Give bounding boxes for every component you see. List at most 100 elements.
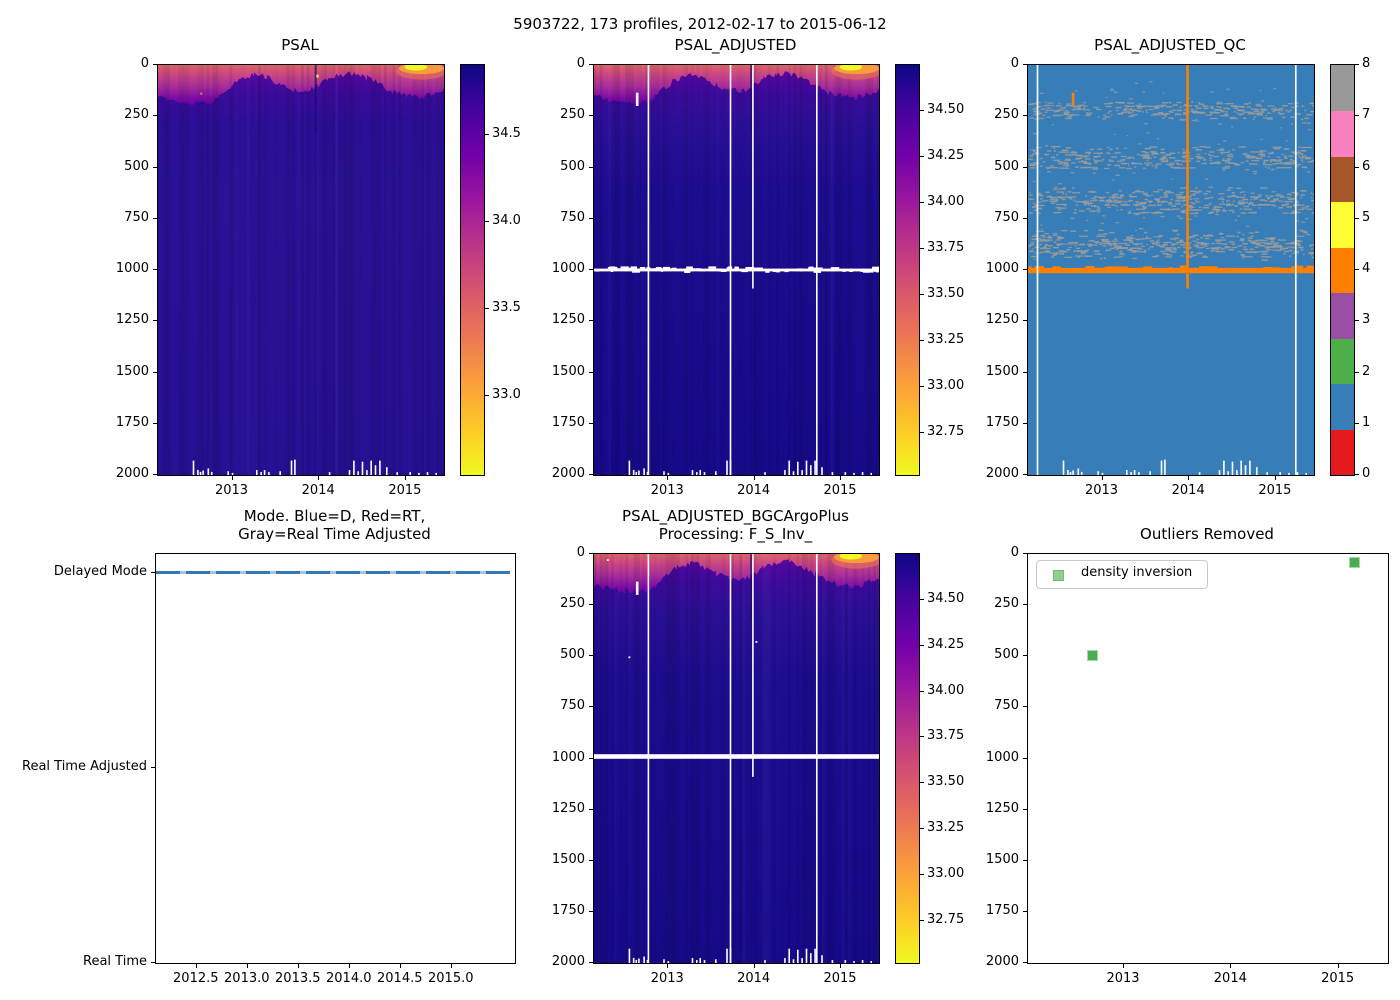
y-tick-label: 2000 <box>985 466 1019 481</box>
y-tick-mark <box>589 64 593 65</box>
y-tick-mark <box>1023 604 1027 606</box>
colorbar-segment <box>1331 247 1354 294</box>
x-tick-label: 2014 <box>737 483 771 498</box>
missing-data-marks <box>192 459 437 475</box>
x-tick-mark <box>667 964 669 968</box>
y-tick-mark <box>589 217 593 219</box>
y-tick-mark <box>1023 962 1027 963</box>
colorbar-tick-label: 5 <box>1362 209 1371 225</box>
x-tick-mark <box>1188 476 1190 480</box>
y-tick-mark <box>589 320 593 322</box>
y-tick-mark <box>1023 757 1027 759</box>
title-psal: PSAL <box>87 36 513 54</box>
x-tick-label: 2013.0 <box>224 971 270 986</box>
plot-area-psal_adjusted <box>593 64 880 476</box>
y-tick-label: 750 <box>994 209 1019 225</box>
colorbar-tick-mark <box>1355 269 1359 270</box>
y-tick-label: 0 <box>576 56 585 71</box>
x-tick-label: 2012.5 <box>173 971 219 986</box>
y-tick-mark <box>589 474 593 475</box>
colorbar-tick-mark <box>920 385 924 387</box>
colorbar-tick-mark <box>920 919 924 921</box>
dark-profile-column <box>314 65 317 133</box>
y-tick-mark <box>589 115 593 117</box>
x-tick-label: 2013 <box>650 971 684 986</box>
colorbar-tick-label: 33.25 <box>927 820 965 836</box>
colorbar-tick-label: 33.00 <box>927 865 965 881</box>
x-tick-mark <box>753 964 755 968</box>
x-tick-label: 2015 <box>1321 971 1355 986</box>
colorbar-tick-label: 33.25 <box>927 331 965 347</box>
y-tick-mark <box>1023 422 1027 424</box>
colorbar-tick-mark <box>1355 166 1359 168</box>
colorbar-tick-label: 33.0 <box>492 387 521 403</box>
colorbar-tick-mark <box>920 247 924 249</box>
y-tick-mark <box>589 706 593 708</box>
title-psal_adjusted: PSAL_ADJUSTED <box>523 36 948 54</box>
y-tick-label: 750 <box>994 698 1019 714</box>
y-tick-mark <box>153 371 157 373</box>
plot-area-psal_adjusted_bgc <box>593 553 880 964</box>
x-tick-label: 2014 <box>1171 483 1205 498</box>
legend: density inversion <box>1036 560 1208 589</box>
colorbar-tick-label: 0 <box>1362 466 1371 481</box>
colorbar-tick-label: 7 <box>1362 107 1371 123</box>
colorbar-tick-label: 34.5 <box>492 125 521 141</box>
colorbar-tick-label: 34.50 <box>927 101 965 117</box>
y-tick-label: 500 <box>994 647 1019 663</box>
colorbar-tick-mark <box>920 431 924 433</box>
colorbar-tick-label: 2 <box>1362 363 1371 379</box>
psal-heatmap-image <box>158 65 444 475</box>
legend-marker-icon <box>1053 570 1064 581</box>
y-tick-mark <box>1023 910 1027 912</box>
y-tick-mark <box>1023 706 1027 708</box>
fresh-surface-bloom <box>831 65 879 80</box>
title-line: Mode. Blue=D, Red=RT, <box>243 507 426 525</box>
x-tick-mark <box>348 964 350 968</box>
y-tick-label: Delayed Mode <box>53 564 147 580</box>
colorbar-tick-label: 32.75 <box>927 911 965 927</box>
colorbar-segment <box>1331 292 1354 339</box>
surface-salinity-band <box>594 65 879 106</box>
outlier-point <box>1087 649 1099 661</box>
y-tick-mark <box>153 166 157 168</box>
surface-salinity-band <box>594 554 879 594</box>
colorbar-tick-label: 33.00 <box>927 377 965 393</box>
colorbar-tick-mark <box>920 293 924 295</box>
y-tick-label: 1750 <box>985 902 1019 918</box>
colorbar-tick-mark <box>1355 474 1359 475</box>
y-tick-label: 1250 <box>551 800 585 816</box>
y-tick-mark <box>589 269 593 270</box>
colorbar-tick-label: 33.50 <box>927 774 965 790</box>
colorbar-tick-label: 34.00 <box>927 682 965 698</box>
title-line: Outliers Removed <box>1140 525 1274 543</box>
x-tick-mark <box>450 964 452 968</box>
x-tick-label: 2015 <box>823 483 857 498</box>
plot-area-mode <box>155 553 516 964</box>
colorbar-tick-label: 3 <box>1362 312 1371 328</box>
colorbar-tick-label: 34.50 <box>927 590 965 606</box>
title-line: PSAL_ADJUSTED <box>674 36 797 54</box>
y-tick-label: 500 <box>994 158 1019 174</box>
y-tick-label: 250 <box>994 107 1019 123</box>
y-tick-label: 250 <box>124 107 149 123</box>
y-tick-mark <box>153 217 157 219</box>
x-tick-label: 2013 <box>1084 483 1119 498</box>
missing-data-marks <box>594 65 879 475</box>
y-tick-mark <box>589 808 593 810</box>
title-line: PSAL <box>281 36 319 54</box>
y-tick-label: 0 <box>1010 56 1019 71</box>
colorbar-tick-mark <box>1355 422 1359 424</box>
y-tick-label: Real Time Adjusted <box>22 759 147 775</box>
colorbar-tick-label: 33.50 <box>927 285 965 301</box>
profile-columns <box>163 65 444 475</box>
y-tick-label: 1750 <box>115 414 149 430</box>
y-tick-mark <box>1023 166 1027 168</box>
colorbar-tick-mark <box>485 221 489 223</box>
missing-data-marks <box>594 554 879 963</box>
colorbar-tick-mark <box>485 308 489 310</box>
x-tick-mark <box>246 964 248 968</box>
y-tick-mark <box>1023 859 1027 861</box>
x-tick-mark <box>840 476 841 480</box>
